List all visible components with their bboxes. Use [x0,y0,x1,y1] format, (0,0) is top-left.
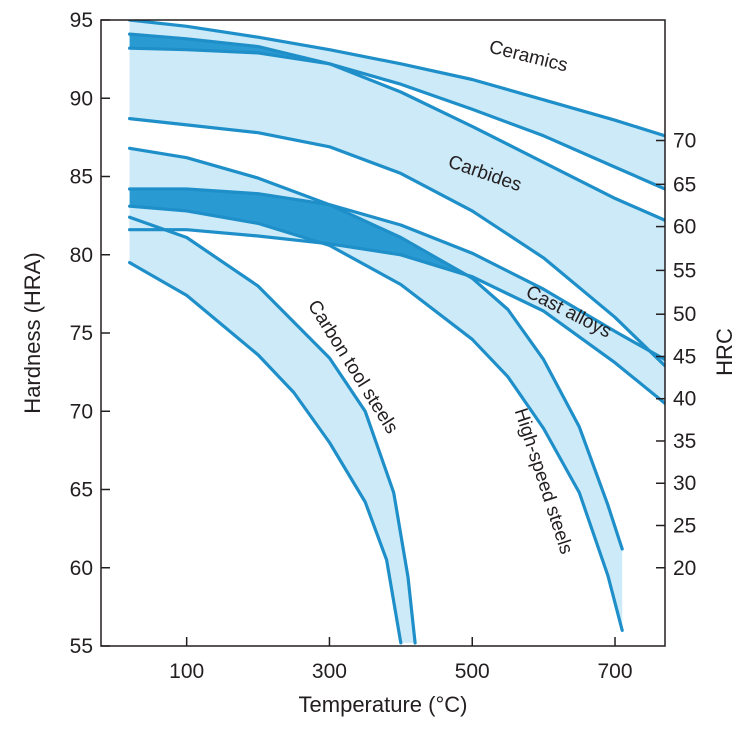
carbides-upper-line [128,32,665,222]
y-tick-label: 90 [70,87,93,110]
high-speed-steels-lower-line [128,204,624,632]
y-tick-label: 80 [70,244,93,267]
ceramics-lower-line [128,46,665,191]
overlap-layer [129,34,466,275]
y-tick-label: 95 [70,9,93,32]
y-tick-label: 85 [70,166,93,189]
ticks-layer: 100 300 500 700 55 60 65 70 75 80 85 90 95 20 25 30 35 40… [70,9,697,683]
x-tick-label: 100 [169,660,204,683]
x-tick-label: 300 [312,660,347,683]
high-speed-steels-upper-line [128,146,624,551]
y2-tick-label: 25 [673,514,696,537]
y2-tick-label: 65 [673,173,696,196]
y2-tick-label: 60 [673,216,696,239]
overlap-ceramics-carbides [129,34,326,64]
label-ceramics: Ceramics [487,37,570,77]
y-tick-label: 75 [70,322,93,345]
carbon-tool-steels-lower-line [128,261,403,645]
y2-tick-label: 55 [673,259,696,282]
cast-alloys-lower-line [128,228,665,405]
y2-tick-label: 40 [673,388,696,411]
x-axis-title: Temperature (°C) [299,692,468,717]
carbides-lower-line [128,117,665,368]
cast-alloys-upper-line [128,187,665,362]
y2-tick-label: 20 [673,557,696,580]
y2-tick-label: 45 [673,345,696,368]
y2-axis-title: HRC [712,328,737,376]
y-tick-label: 60 [70,557,93,580]
y-tick-label: 65 [70,479,93,502]
x-tick-label: 500 [455,660,490,683]
overlap-cast-alloys-high-speed-steels [129,189,466,275]
band-carbides [129,34,665,366]
y-tick-label: 70 [70,400,93,423]
y2-tick-label: 70 [673,130,696,153]
y-axis-title: Hardness (HRA) [20,252,45,413]
x-tick-label: 700 [598,660,633,683]
y2-tick-label: 30 [673,472,696,495]
carbon-tool-steels-upper-line [128,215,417,645]
y2-tick-label: 35 [673,430,696,453]
band-lines-layer [128,20,665,645]
y2-tick-label: 50 [673,303,696,326]
y-tick-label: 55 [70,635,93,658]
ceramics-upper-line [128,20,665,138]
